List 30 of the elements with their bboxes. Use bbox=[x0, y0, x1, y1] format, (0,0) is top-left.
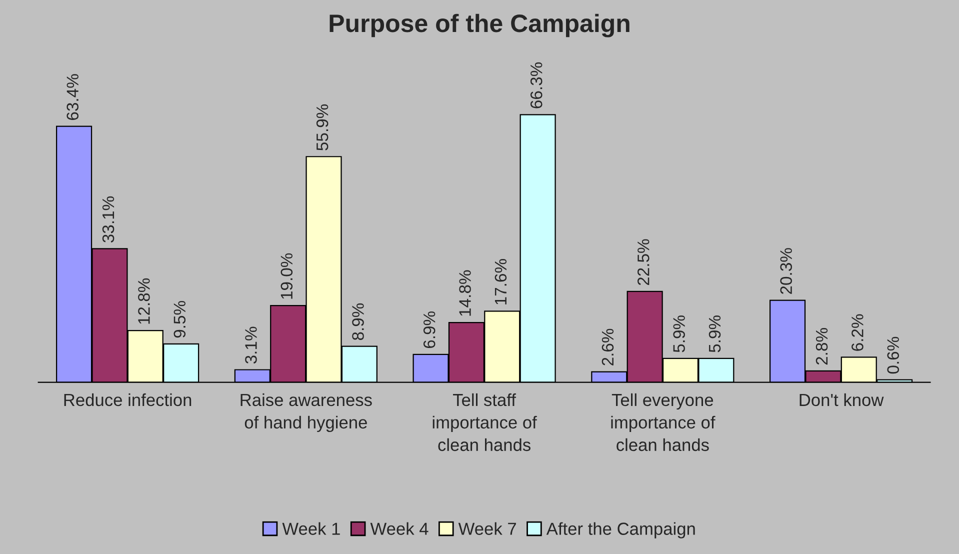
data-label: 6.9% bbox=[423, 311, 436, 348]
data-label: 9.5% bbox=[174, 300, 186, 338]
legend-label: Week 1 bbox=[282, 522, 340, 535]
data-label: 5.9% bbox=[708, 315, 721, 352]
x-tick-label: Tell everyone importance of clean hands bbox=[611, 393, 716, 452]
data-label: 2.8% bbox=[816, 328, 828, 365]
data-label: 33.1% bbox=[102, 196, 114, 242]
data-label: 5.9% bbox=[673, 315, 685, 352]
x-tick-label: Tell staff importance of clean hands bbox=[432, 393, 537, 452]
data-label: 14.8% bbox=[459, 270, 471, 316]
data-label: 3.1% bbox=[245, 326, 257, 364]
data-label: 19.0% bbox=[280, 253, 293, 299]
legend-label: Week 4 bbox=[370, 522, 428, 535]
data-label: 6.2% bbox=[852, 314, 864, 351]
data-label: 17.6% bbox=[494, 259, 507, 304]
chart-title: Purpose of the Campaign bbox=[330, 14, 630, 38]
x-tick-label: Reduce infection bbox=[64, 393, 192, 406]
legend-label: Week 7 bbox=[458, 522, 516, 535]
data-label: 8.9% bbox=[352, 303, 364, 340]
x-tick-label: Raise awareness of hand hygiene bbox=[240, 393, 372, 432]
data-label: 55.9% bbox=[316, 104, 328, 150]
data-label: 66.3% bbox=[530, 62, 542, 108]
data-label: 22.5% bbox=[638, 239, 650, 286]
x-tick-label: Don't know bbox=[800, 393, 884, 406]
data-label: 20.3% bbox=[780, 248, 792, 294]
data-label: 12.8% bbox=[138, 278, 150, 324]
data-label: 0.6% bbox=[887, 336, 900, 374]
data-label: 63.4% bbox=[66, 74, 79, 120]
legend-label: After the Campaign bbox=[546, 522, 695, 538]
data-label: 2.6% bbox=[602, 328, 614, 366]
